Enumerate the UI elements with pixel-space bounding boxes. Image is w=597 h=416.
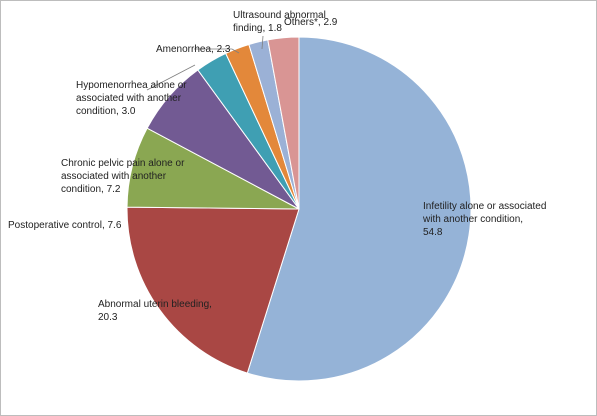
label-abnormal-uterine-bleeding: Abnormal uterin bleeding, 20.3 [98,299,215,323]
label-hypomenorrhea: Hypomenorrhea alone or associated with a… [76,80,189,117]
label-amen-line1: Amenorrhea, 2.3 [156,44,231,55]
label-ultra-line1: Ultrasound abnormal [233,10,326,21]
label-hypo-line3: condition, 3.0 [76,106,136,117]
label-pelvic-line2: associated with another [61,171,167,182]
label-chronic-pelvic-pain: Chronic pelvic pain alone or associated … [61,158,187,195]
label-others: Others*, 2.9 [284,17,338,28]
label-ultrasound: Ultrasound abnormal finding, 1.8 [233,10,329,34]
pie-slices [126,36,472,382]
label-hypo-line2: associated with another [76,93,182,104]
pie-slice-others [267,36,300,210]
pie-slice-abnormal-uterin-bleeding [126,206,300,374]
leader-line-amenorrhea [194,48,240,54]
label-aub-line1: Abnormal uterin bleeding, [98,299,212,310]
leader-lines [146,35,264,91]
pie-slice-infetility-alone-or-associated-with-another-condition [246,36,472,382]
label-ultra-line2: finding, 1.8 [233,23,282,34]
label-aub-value: 20.3 [98,312,118,323]
label-postop-line1: Postoperative control, 7.6 [8,220,122,231]
label-postoperative-control: Postoperative control, 7.6 [8,220,122,231]
leader-line-ultrasound [261,35,264,50]
label-pelvic-line1: Chronic pelvic pain alone or [61,158,185,169]
label-infertility-line1: Infetility alone or associated [423,201,546,212]
leader-line-hypomenorrhea [146,64,196,91]
label-pelvic-line3: condition, 7.2 [61,184,121,195]
label-infertility: Infetility alone or associated with anot… [422,201,549,238]
label-amenorrhea: Amenorrhea, 2.3 [156,44,231,55]
label-infertility-line2: with another condition, [422,214,523,225]
label-infertility-value: 54.8 [423,227,443,238]
label-others-line1: Others*, 2.9 [284,17,338,28]
label-hypo-line1: Hypomenorrhea alone or [76,80,187,91]
